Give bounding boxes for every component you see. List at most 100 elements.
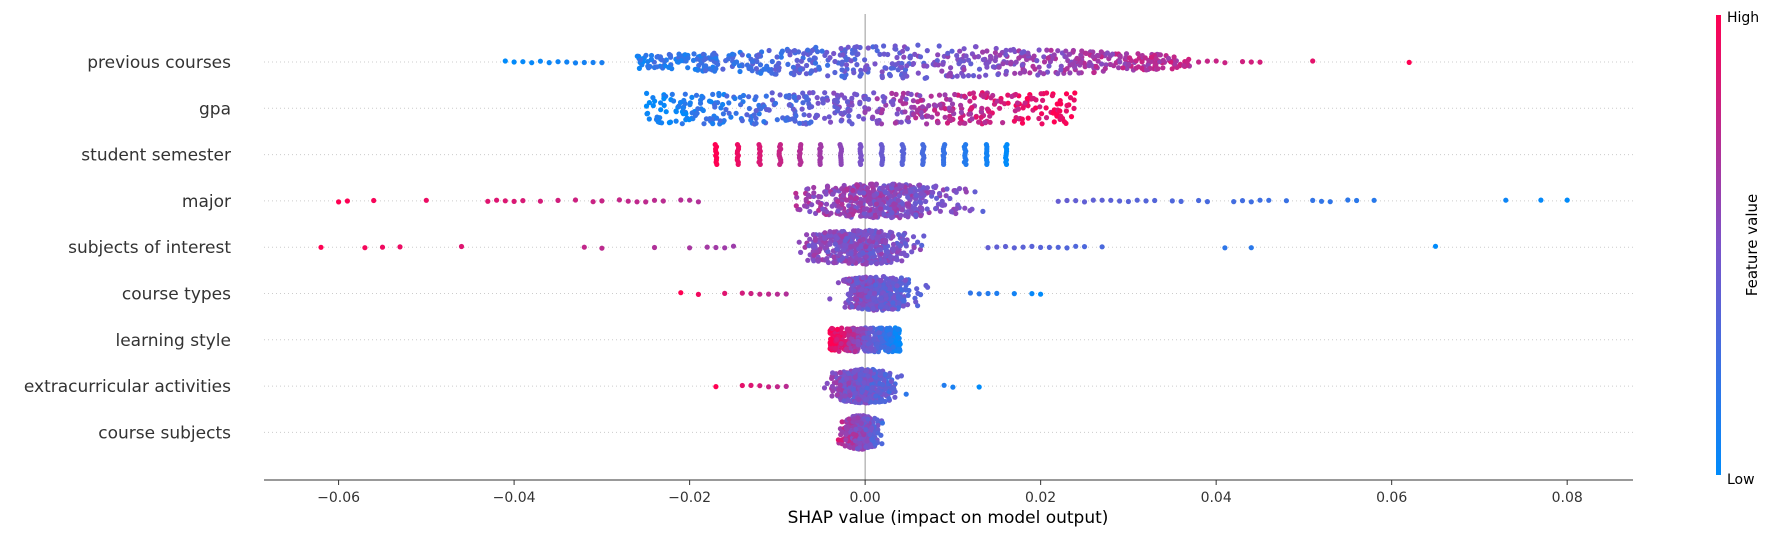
shap-point bbox=[1000, 61, 1006, 67]
shap-point bbox=[834, 392, 840, 398]
shap-point bbox=[1045, 55, 1051, 61]
shap-point bbox=[1055, 198, 1061, 204]
shap-point bbox=[847, 328, 853, 334]
shap-point bbox=[893, 91, 899, 97]
shap-point bbox=[895, 326, 901, 332]
shap-point bbox=[661, 102, 667, 108]
shap-point bbox=[817, 161, 823, 167]
shap-point bbox=[830, 370, 836, 376]
shap-point bbox=[1055, 244, 1061, 250]
shap-point bbox=[895, 293, 902, 299]
shap-point bbox=[909, 249, 915, 255]
shap-point bbox=[939, 68, 945, 74]
shap-point bbox=[1005, 100, 1011, 106]
shap-point bbox=[839, 59, 845, 65]
shap-point bbox=[888, 65, 895, 71]
shap-point bbox=[1019, 116, 1025, 122]
shap-point bbox=[1037, 104, 1043, 110]
shap-point bbox=[890, 306, 896, 312]
shap-point bbox=[732, 95, 738, 102]
shap-point bbox=[855, 228, 861, 234]
shap-point bbox=[846, 380, 852, 386]
shap-point bbox=[985, 245, 991, 251]
shap-point bbox=[876, 330, 882, 336]
shap-point bbox=[793, 190, 799, 196]
shap-point bbox=[673, 109, 679, 115]
shap-point bbox=[1043, 115, 1050, 121]
shap-point bbox=[971, 95, 977, 101]
shap-point bbox=[1109, 51, 1116, 57]
shap-point bbox=[961, 67, 967, 73]
shap-point bbox=[985, 290, 991, 297]
shap-point bbox=[1011, 291, 1017, 297]
shap-point bbox=[852, 374, 858, 380]
shap-point bbox=[900, 303, 907, 309]
shap-point bbox=[1014, 100, 1021, 106]
shap-point bbox=[873, 274, 879, 280]
shap-point bbox=[1011, 118, 1018, 124]
shap-point bbox=[883, 292, 889, 298]
shap-point bbox=[843, 62, 850, 68]
shap-point bbox=[371, 197, 377, 204]
shap-point bbox=[842, 95, 848, 101]
shap-point bbox=[839, 437, 845, 443]
shap-point bbox=[836, 387, 842, 393]
shap-point bbox=[851, 339, 857, 345]
shap-point bbox=[903, 391, 909, 397]
shap-point bbox=[933, 62, 939, 68]
shap-point bbox=[803, 94, 809, 100]
shap-point bbox=[859, 286, 865, 293]
shap-point bbox=[896, 193, 903, 199]
shap-point bbox=[1139, 59, 1145, 65]
shap-point bbox=[957, 120, 963, 126]
shap-point bbox=[912, 51, 918, 58]
shap-point bbox=[660, 198, 666, 204]
shap-point bbox=[919, 242, 925, 248]
shap-point bbox=[1049, 93, 1055, 99]
shap-point bbox=[887, 73, 894, 79]
shap-point bbox=[863, 254, 869, 260]
shap-point bbox=[860, 275, 866, 281]
shap-point bbox=[987, 53, 994, 60]
shap-point bbox=[1046, 244, 1052, 250]
shap-point bbox=[785, 48, 791, 54]
shap-point bbox=[698, 97, 704, 103]
shap-point bbox=[893, 62, 899, 68]
shap-point bbox=[849, 304, 855, 310]
shap-point bbox=[917, 246, 924, 253]
shap-point bbox=[785, 61, 791, 67]
shap-point bbox=[807, 90, 813, 96]
shap-point bbox=[838, 45, 844, 52]
shap-point bbox=[783, 291, 789, 297]
shap-point bbox=[702, 63, 708, 69]
shap-point bbox=[958, 102, 964, 108]
shap-point bbox=[840, 52, 846, 58]
shap-point bbox=[858, 161, 864, 167]
shap-point bbox=[756, 52, 762, 58]
shap-point bbox=[1011, 245, 1017, 251]
shap-point bbox=[928, 93, 934, 99]
shap-point bbox=[823, 191, 829, 197]
shap-point bbox=[948, 209, 955, 215]
shap-point bbox=[857, 257, 863, 263]
shap-point bbox=[1099, 197, 1105, 203]
shap-point bbox=[898, 119, 904, 125]
shap-point bbox=[942, 106, 948, 112]
shap-point bbox=[599, 245, 605, 251]
shap-point bbox=[683, 111, 689, 117]
shap-point bbox=[846, 341, 852, 347]
shap-point bbox=[1248, 59, 1254, 65]
shap-point bbox=[844, 426, 850, 432]
shap-point bbox=[879, 69, 885, 75]
shap-point bbox=[866, 189, 872, 195]
shap-point bbox=[898, 373, 905, 379]
shap-point bbox=[1196, 59, 1202, 65]
shap-point bbox=[881, 211, 887, 217]
shap-point bbox=[846, 416, 852, 422]
shap-point bbox=[900, 48, 906, 54]
shap-point bbox=[1266, 197, 1272, 203]
shap-point bbox=[668, 54, 674, 60]
shap-point bbox=[882, 232, 888, 238]
shap-point bbox=[901, 232, 907, 238]
shap-point bbox=[737, 68, 743, 75]
